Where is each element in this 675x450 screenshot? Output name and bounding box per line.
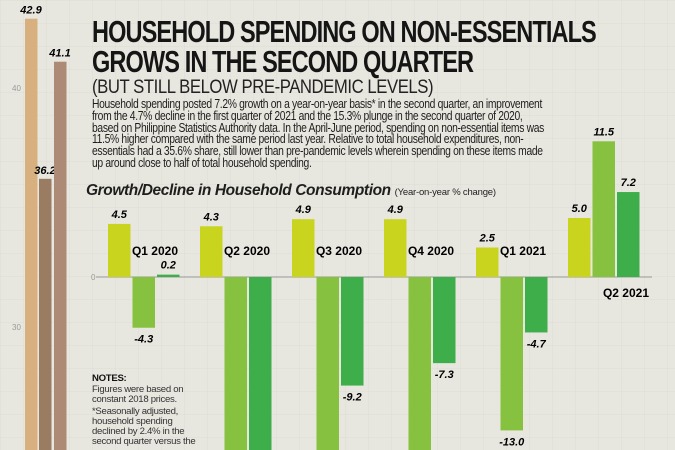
category-label: Q2 2020 <box>224 244 270 258</box>
bar <box>157 274 180 277</box>
chart-title-text: Growth/Decline in Household Consumption <box>86 182 391 199</box>
y-tick-label: 40 <box>12 84 21 93</box>
bar <box>476 247 499 277</box>
notes-line-1: Figures were based on constant 2018 pric… <box>92 383 184 405</box>
bar-value-label: 4.3 <box>203 211 219 223</box>
bar <box>592 141 615 277</box>
bar-value-label: 5.0 <box>572 203 588 215</box>
title-line-2: GROWS IN THE SECOND QUARTER <box>92 44 474 79</box>
bar-value-label: 7.2 <box>621 177 636 189</box>
category-label: Q4 2020 <box>408 244 454 258</box>
left-bar-label: 41.1 <box>48 48 70 60</box>
bar-value-label: 2.5 <box>479 233 496 245</box>
category-label: Q1 2020 <box>132 244 178 258</box>
bar-value-label: -7.3 <box>435 369 454 381</box>
bar-value-label: -9.2 <box>343 392 362 404</box>
bar <box>316 277 339 450</box>
subtitle: (BUT STILL BELOW PRE-PANDEMIC LEVELS) <box>92 77 434 98</box>
bar <box>500 277 523 431</box>
bar <box>525 277 548 333</box>
chart-subtitle: (Year-on-year % change) <box>394 187 496 198</box>
notes-line-2: *Seasonally adjusted, household spending… <box>92 406 196 447</box>
bar <box>341 277 364 386</box>
notes-heading: NOTES: <box>92 373 127 384</box>
category-label: Q3 2020 <box>316 244 362 258</box>
bar-value-label: 4.5 <box>111 209 128 221</box>
left-bar-label: 36.2 <box>34 165 55 177</box>
bar <box>132 277 155 328</box>
chart-title: Growth/Decline in Household Consumption … <box>86 182 496 202</box>
bar-value-label: -4.3 <box>134 334 153 346</box>
left-bar <box>54 61 67 450</box>
bar <box>408 277 431 450</box>
bar-value-label: -13.0 <box>499 436 525 448</box>
bar-value-label: 4.9 <box>295 204 312 216</box>
bar-value-label: 4.9 <box>387 204 404 216</box>
notes: NOTES: Figures were based on constant 20… <box>92 374 202 447</box>
bar <box>249 277 272 450</box>
bar-value-label: -4.7 <box>527 338 547 350</box>
y-tick-label: 30 <box>12 323 21 332</box>
body-text: Household spending posted 7.2% growth on… <box>92 97 544 170</box>
left-bar <box>39 178 52 450</box>
left-bar-label: 42.9 <box>19 5 42 17</box>
title-line-1: HOUSEHOLD SPENDING ON NON-ESSENTIALS <box>92 14 597 49</box>
y-tick-label: 0 <box>91 273 96 282</box>
bar <box>617 192 640 277</box>
left-bar <box>25 18 38 450</box>
bar <box>200 226 223 277</box>
bar-value-label: 0.2 <box>161 260 176 272</box>
bar <box>384 219 407 277</box>
category-label: Q1 2021 <box>500 244 546 258</box>
bar <box>224 277 247 450</box>
category-label: Q2 2021 <box>603 286 649 300</box>
bar-value-label: 11.5 <box>593 126 614 138</box>
bar <box>433 277 456 364</box>
bar <box>108 223 131 277</box>
bar <box>292 219 315 277</box>
bar <box>568 218 591 277</box>
